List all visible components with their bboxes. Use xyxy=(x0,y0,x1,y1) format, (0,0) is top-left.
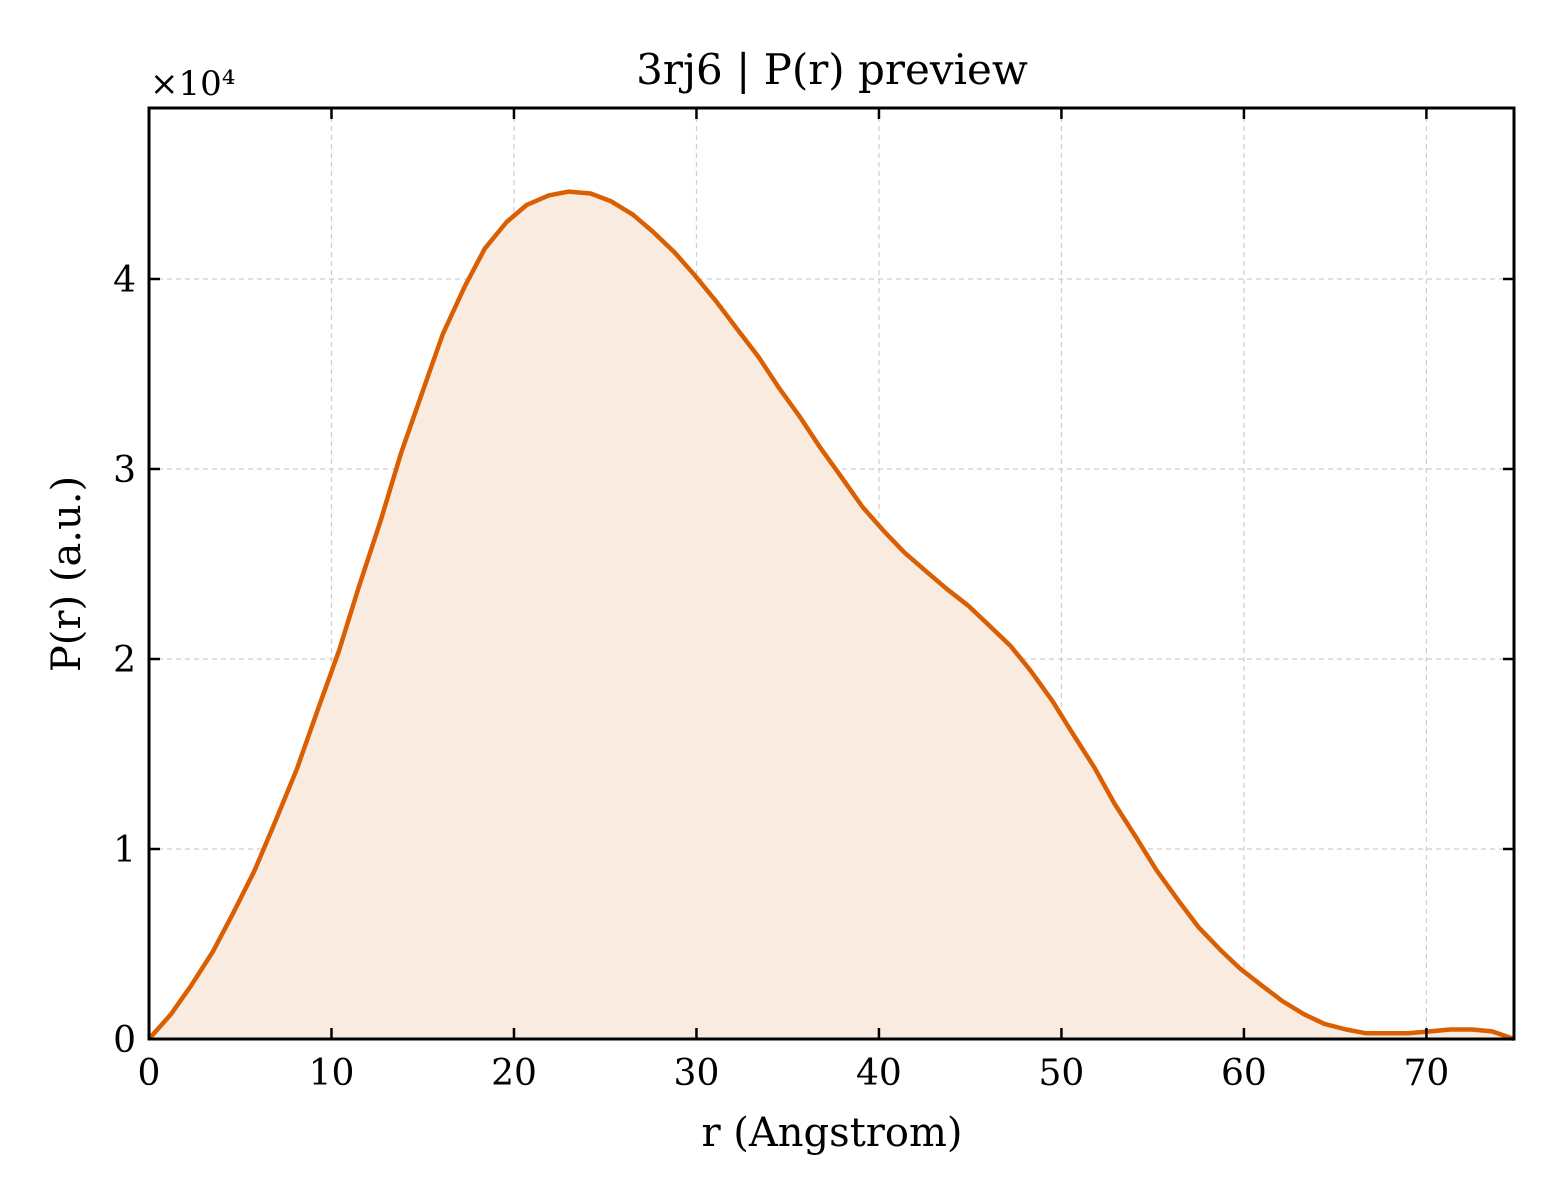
y-tick-label: 1 xyxy=(113,830,136,871)
x-tick-label: 40 xyxy=(856,1053,902,1094)
x-tick-label: 30 xyxy=(674,1053,720,1094)
x-tick-label: 10 xyxy=(309,1053,355,1094)
y-tick-label: 3 xyxy=(113,450,136,491)
x-tick-labels: 0 10 20 30 40 50 60 70 xyxy=(138,1053,1450,1094)
y-tick-label: 2 xyxy=(113,640,136,681)
y-tick-label: 4 xyxy=(113,260,136,301)
y-axis-label: P(r) (a.u.) xyxy=(44,476,90,672)
pr-area-fill xyxy=(149,191,1514,1040)
x-tick-label: 0 xyxy=(138,1053,161,1094)
y-tick-labels: 0 1 2 3 4 xyxy=(113,260,136,1061)
chart-title: 3rj6 | P(r) preview xyxy=(636,45,1028,94)
pr-series-line xyxy=(147,189,1515,1042)
x-tick-label: 60 xyxy=(1221,1053,1267,1094)
x-axis-label: r (Angstrom) xyxy=(701,1110,962,1156)
x-tick-label: 70 xyxy=(1404,1053,1450,1094)
x-tick-label: 50 xyxy=(1039,1053,1085,1094)
plot-frame xyxy=(147,106,1516,1041)
y-tick-label: 0 xyxy=(113,1020,136,1061)
y-scale-multiplier: ×10⁴ xyxy=(150,64,235,104)
x-tick-label: 20 xyxy=(491,1053,537,1094)
